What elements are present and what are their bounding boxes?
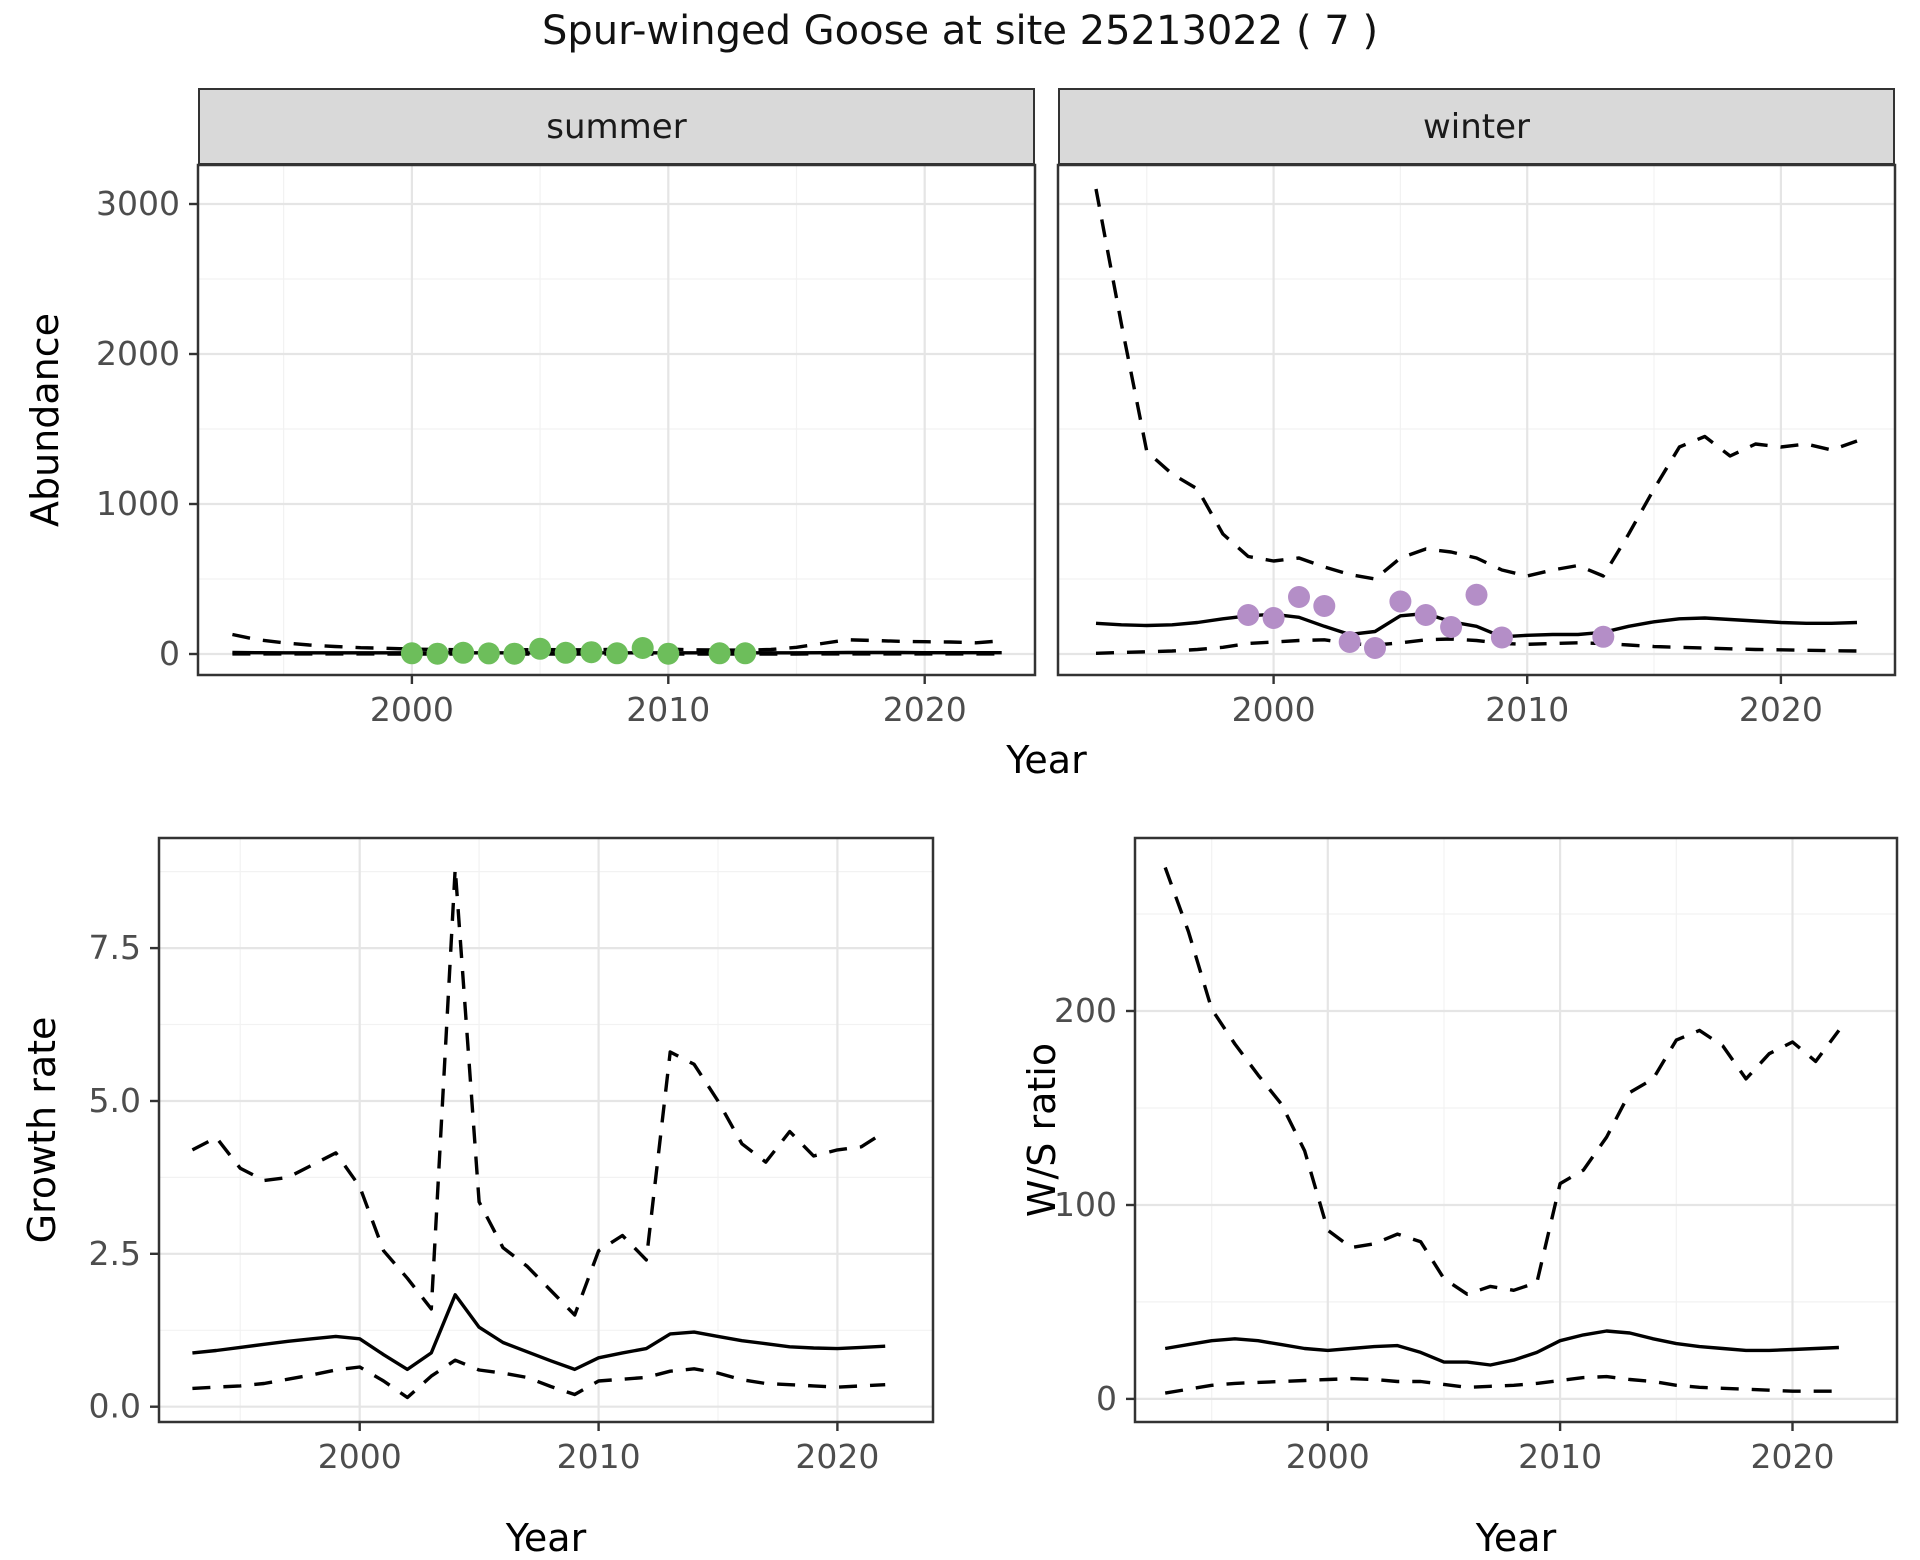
y-axis-title-ws-ratio: W/S ratio: [1020, 1042, 1064, 1218]
abundance-summer-grid-minor: [198, 165, 1035, 675]
observed-summer-counts-point: [708, 642, 731, 665]
abundance-summer-y-tick-label: 3000: [96, 184, 180, 223]
y-axis-title-abundance: Abundance: [23, 312, 67, 528]
observed-summer-counts-point: [503, 642, 526, 665]
ws-ratio-x-tick-label: 2000: [1286, 1437, 1370, 1476]
observed-summer-counts-point: [606, 642, 628, 665]
ws-ratio-panel-border: [1133, 836, 1899, 1424]
abundance-winter-grid-minor: [1058, 165, 1895, 675]
growth-rate-grid-major: [159, 838, 933, 1422]
ws-ratio-median-line: [1164, 1329, 1839, 1367]
x-axis-title-year-bottom-right: Year: [1475, 1516, 1557, 1560]
growth-rate-y-tick-label: 2.5: [89, 1234, 141, 1273]
facet-strip-summer: summer: [198, 88, 1035, 165]
observed-summer-counts-point: [400, 642, 423, 665]
growth-rate-axis-ticks: 2000 2010 2020 0.0 2.5 5.0 7.5: [89, 928, 880, 1476]
ws-ratio-y-tick-label: 0: [1096, 1379, 1117, 1418]
observed-winter-counts-point: [1313, 595, 1336, 617]
growth-rate-x-tick-label: 2010: [557, 1437, 641, 1476]
ws-ratio-x-tick-label: 2010: [1518, 1437, 1602, 1476]
abundance-summer-panel-background: [198, 165, 1035, 675]
observed-winter-counts-point: [1389, 590, 1412, 613]
abundance-summer-x-tick-label: 2010: [626, 690, 710, 729]
ws-ratio-grid-major: [1135, 838, 1897, 1422]
observed-summer-counts-point: [529, 637, 552, 660]
observed-winter-counts-point: [1414, 604, 1437, 626]
growth-rate-upper_ci-line: [191, 866, 887, 1317]
panel-ws-ratio: 2000 2010 2020 0 100 200: [1054, 836, 1899, 1476]
observed-winter-counts-point: [1237, 604, 1260, 626]
observed-summer-counts-point: [477, 642, 500, 665]
abundance-summer-y-tick-label: 1000: [96, 484, 180, 523]
abundance-summer-axis-ticks: 2000 2010 2020 0 1000 2000 3000: [96, 184, 967, 729]
growth-rate-x-tick-label: 2000: [318, 1437, 402, 1476]
growth-rate-lower_ci-line: [192, 1358, 886, 1400]
abundance-summer-x-tick-label: 2000: [370, 690, 454, 729]
observed-summer-counts-point: [657, 642, 680, 665]
abundance-winter-grid-major: [1058, 165, 1895, 675]
abundance-winter-panel-border: [1056, 163, 1897, 677]
observed-winter-counts-point: [1364, 637, 1386, 659]
panel-abundance-winter: 2000 2010 2020: [1056, 163, 1897, 729]
growth-rate-x-tick-label: 2020: [795, 1437, 879, 1476]
growth-rate-grid-minor: [159, 838, 933, 1422]
observed-summer-counts-point: [426, 642, 449, 665]
observed-summer-counts-point: [631, 637, 654, 659]
observed-summer-counts-point: [734, 642, 757, 665]
abundance-winter-lower_ci-line: [1095, 637, 1858, 655]
panel-abundance-summer: 2000 2010 2020 0 1000 2000 3000: [96, 163, 1037, 729]
abundance-winter-upper_ci-line: [1094, 188, 1858, 581]
ws-ratio-lower_ci-line: [1164, 1374, 1839, 1395]
abundance-winter-x-tick-label: 2000: [1232, 690, 1316, 729]
growth-rate-median-line: [192, 1293, 886, 1372]
observed-winter-counts-point: [1338, 631, 1361, 653]
ws-ratio-y-tick-label: 200: [1054, 991, 1117, 1030]
x-axis-title-year-top: Year: [1006, 738, 1087, 782]
abundance-summer-panel-border: [196, 163, 1037, 677]
ws-ratio-grid-minor: [1135, 838, 1897, 1422]
abundance-winter-x-tick-label: 2020: [1739, 690, 1823, 729]
observed-summer-counts-point: [554, 641, 577, 664]
abundance-summer-y-tick-label: 0: [159, 634, 180, 673]
growth-rate-panel-background: [159, 838, 933, 1422]
facet-strip-summer-label: summer: [546, 106, 687, 147]
facet-strip-winter: winter: [1058, 88, 1895, 165]
abundance-winter-median-line: [1095, 611, 1858, 639]
observed-winter-counts: [1237, 583, 1615, 659]
abundance-summer-y-tick-label: 2000: [96, 334, 180, 373]
observed-winter-counts-point: [1465, 583, 1488, 606]
observed-winter-counts-point: [1490, 626, 1513, 649]
observed-winter-counts-point: [1288, 586, 1310, 608]
observed-winter-counts-point: [1262, 607, 1285, 629]
abundance-summer-x-tick-label: 2020: [883, 690, 967, 729]
ws-ratio-panel-background: [1135, 838, 1897, 1422]
facet-strip-winter-label: winter: [1422, 106, 1531, 147]
abundance-winter-x-tick-label: 2010: [1485, 690, 1569, 729]
plot-title: Spur-winged Goose at site 25213022 ( 7 ): [541, 8, 1379, 54]
observed-winter-counts-point: [1592, 625, 1615, 648]
ws-ratio-y-tick-label: 100: [1054, 1185, 1117, 1224]
observed-summer-counts-point: [580, 641, 603, 664]
growth-rate-y-tick-label: 0.0: [89, 1387, 141, 1426]
growth-rate-y-tick-label: 5.0: [89, 1081, 141, 1120]
observed-summer-counts: [400, 637, 757, 665]
abundance-winter-axis-ticks: 2000 2010 2020: [1232, 675, 1823, 729]
y-axis-title-growth-rate: Growth rate: [20, 1016, 64, 1244]
growth-rate-panel-border: [157, 836, 935, 1424]
ws-ratio-upper_ci-line: [1163, 866, 1841, 1296]
panel-growth-rate: 2000 2010 2020 0.0 2.5 5.0 7.5: [89, 836, 935, 1476]
growth-rate-y-tick-label: 7.5: [89, 928, 141, 967]
ws-ratio-x-tick-label: 2020: [1751, 1437, 1835, 1476]
observed-summer-counts-point: [452, 641, 475, 664]
x-axis-title-year-bottom-left: Year: [505, 1516, 587, 1560]
ws-ratio-axis-ticks: 2000 2010 2020 0 100 200: [1054, 991, 1834, 1476]
observed-winter-counts-point: [1440, 616, 1463, 638]
